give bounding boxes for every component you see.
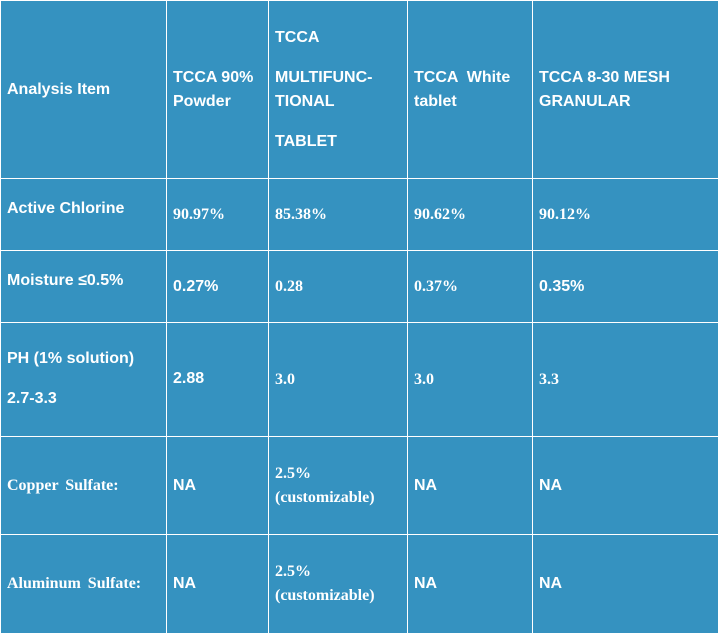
value-copper-sulfate-percent: 2.5% <box>275 462 401 486</box>
header-analysis-item-text: Analysis Item <box>7 81 110 98</box>
row-aluminum-sulfate: Aluminum Sulfate: NA 2.5% (customizable)… <box>1 535 718 634</box>
label-ph-line1: PH (1% solution) <box>7 339 160 379</box>
value-moisture-multifunctional: 0.28 <box>269 251 408 323</box>
header-analysis-item: Analysis Item <box>1 1 167 179</box>
value-active-chlorine-powder: 90.97% <box>167 179 269 251</box>
header-tcca-multi-line2: MULTIFUNC- <box>275 66 401 90</box>
value-aluminum-sulfate-percent: 2.5% <box>275 560 401 584</box>
header-tcca-multi-line3: TIONAL <box>275 90 401 114</box>
value-copper-sulfate-granular: NA <box>533 437 718 535</box>
header-tcca-white-tablet: TCCA White tablet <box>408 1 533 179</box>
header-tcca-powder: TCCA 90% Powder <box>167 1 269 179</box>
value-ph-granular: 3.3 <box>533 323 718 437</box>
header-tcca-multifunctional: TCCA MULTIFUNC- TIONAL TABLET <box>269 1 408 179</box>
label-aluminum-sulfate: Aluminum Sulfate: <box>1 535 167 634</box>
value-ph-white-tablet: 3.0 <box>408 323 533 437</box>
value-ph-powder: 2.88 <box>167 323 269 437</box>
label-copper-sulfate: Copper Sulfate: <box>1 437 167 535</box>
row-moisture: Moisture ≤0.5% 0.27% 0.28 0.37% 0.35% <box>1 251 718 323</box>
value-aluminum-sulfate-powder: NA <box>167 535 269 634</box>
header-tcca-granular-line1: TCCA 8-30 MESH <box>539 66 712 90</box>
value-copper-sulfate-note: (customizable) <box>275 486 401 510</box>
value-aluminum-sulfate-note: (customizable) <box>275 584 401 608</box>
header-tcca-powder-line1: TCCA 90% <box>173 66 262 90</box>
header-tcca-powder-line2: Powder <box>173 90 262 114</box>
value-copper-sulfate-white-tablet: NA <box>408 437 533 535</box>
row-ph: PH (1% solution) 2.7-3.3 2.88 3.0 3.0 3.… <box>1 323 718 437</box>
value-active-chlorine-multifunctional: 85.38% <box>269 179 408 251</box>
header-tcca-multi-line1: TCCA <box>275 26 401 50</box>
value-moisture-powder: 0.27% <box>167 251 269 323</box>
value-moisture-granular: 0.35% <box>533 251 718 323</box>
label-moisture: Moisture ≤0.5% <box>1 251 167 323</box>
value-aluminum-sulfate-multifunctional: 2.5% (customizable) <box>269 535 408 634</box>
value-copper-sulfate-powder: NA <box>167 437 269 535</box>
value-aluminum-sulfate-granular: NA <box>533 535 718 634</box>
row-active-chlorine: Active Chlorine 90.97% 85.38% 90.62% 90.… <box>1 179 718 251</box>
header-tcca-white-line1: TCCA White <box>414 66 526 90</box>
header-row: Analysis Item TCCA 90% Powder TCCA MULTI… <box>1 1 718 179</box>
label-ph-line2: 2.7-3.3 <box>7 379 160 419</box>
row-copper-sulfate: Copper Sulfate: NA 2.5% (customizable) N… <box>1 437 718 535</box>
value-active-chlorine-granular: 90.12% <box>533 179 718 251</box>
label-ph: PH (1% solution) 2.7-3.3 <box>1 323 167 437</box>
value-active-chlorine-white-tablet: 90.62% <box>408 179 533 251</box>
value-moisture-white-tablet: 0.37% <box>408 251 533 323</box>
header-tcca-granular-line2: GRANULAR <box>539 90 712 114</box>
value-copper-sulfate-multifunctional: 2.5% (customizable) <box>269 437 408 535</box>
value-aluminum-sulfate-white-tablet: NA <box>408 535 533 634</box>
value-ph-multifunctional: 3.0 <box>269 323 408 437</box>
header-tcca-multi-line4: TABLET <box>275 130 401 154</box>
label-active-chlorine: Active Chlorine <box>1 179 167 251</box>
header-tcca-white-line2: tablet <box>414 90 526 114</box>
header-tcca-granular: TCCA 8-30 MESH GRANULAR <box>533 1 718 179</box>
